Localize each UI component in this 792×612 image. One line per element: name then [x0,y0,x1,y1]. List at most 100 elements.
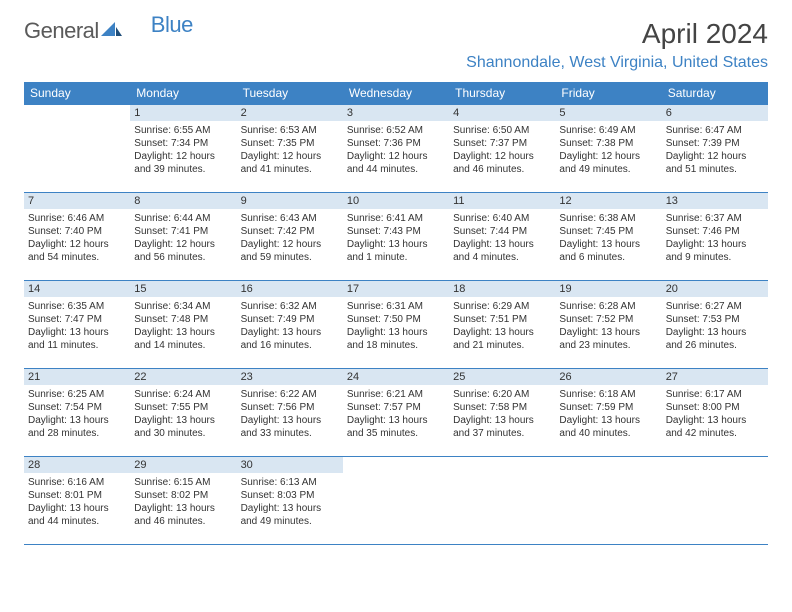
day-info-line: and 14 minutes. [134,339,232,352]
week-row: 21Sunrise: 6:25 AMSunset: 7:54 PMDayligh… [24,369,768,457]
day-info-line: Sunrise: 6:18 AM [559,388,657,401]
day-info-line: Daylight: 13 hours [241,502,339,515]
day-info-line: Sunset: 7:46 PM [666,225,764,238]
day-header: Tuesday [237,82,343,105]
day-number: 3 [343,105,449,121]
day-info-line: and 6 minutes. [559,251,657,264]
day-info-line: Daylight: 12 hours [241,238,339,251]
day-number: 6 [662,105,768,121]
day-info-line: Sunset: 7:59 PM [559,401,657,414]
day-cell [662,457,768,545]
day-cell: 26Sunrise: 6:18 AMSunset: 7:59 PMDayligh… [555,369,661,457]
day-info-line: Sunrise: 6:16 AM [28,476,126,489]
day-info-line: Sunset: 7:44 PM [453,225,551,238]
day-info-line: Sunset: 7:54 PM [28,401,126,414]
day-info-line: and 59 minutes. [241,251,339,264]
month-title: April 2024 [466,18,768,50]
day-cell: 4Sunrise: 6:50 AMSunset: 7:37 PMDaylight… [449,105,555,193]
day-info-line: Daylight: 13 hours [28,502,126,515]
day-cell [555,457,661,545]
day-cell: 6Sunrise: 6:47 AMSunset: 7:39 PMDaylight… [662,105,768,193]
day-number: 10 [343,193,449,209]
day-info-line: and 9 minutes. [666,251,764,264]
day-info-line: Daylight: 13 hours [559,414,657,427]
day-info-line: Daylight: 12 hours [347,150,445,163]
day-header: Wednesday [343,82,449,105]
day-cell: 5Sunrise: 6:49 AMSunset: 7:38 PMDaylight… [555,105,661,193]
day-number: 17 [343,281,449,297]
day-number: 24 [343,369,449,385]
day-number: 4 [449,105,555,121]
day-info-line: Sunset: 7:55 PM [134,401,232,414]
day-info-line: Sunrise: 6:32 AM [241,300,339,313]
day-info-line: Sunrise: 6:38 AM [559,212,657,225]
day-cell: 19Sunrise: 6:28 AMSunset: 7:52 PMDayligh… [555,281,661,369]
day-info-line: and 42 minutes. [666,427,764,440]
day-cell [449,457,555,545]
day-info-line: and 54 minutes. [28,251,126,264]
day-info-line: Sunset: 7:43 PM [347,225,445,238]
day-info-line: Sunrise: 6:41 AM [347,212,445,225]
day-cell: 13Sunrise: 6:37 AMSunset: 7:46 PMDayligh… [662,193,768,281]
day-info-line: Sunset: 7:35 PM [241,137,339,150]
day-info-line: Sunrise: 6:31 AM [347,300,445,313]
day-info-line: Daylight: 13 hours [241,414,339,427]
day-info-line: Daylight: 13 hours [134,502,232,515]
day-info-line: Sunset: 7:45 PM [559,225,657,238]
day-info-line: Sunrise: 6:25 AM [28,388,126,401]
day-cell: 16Sunrise: 6:32 AMSunset: 7:49 PMDayligh… [237,281,343,369]
day-info-line: Daylight: 13 hours [28,414,126,427]
day-info-line: Sunset: 8:01 PM [28,489,126,502]
day-info-line: and 21 minutes. [453,339,551,352]
day-info-line: and 49 minutes. [559,163,657,176]
day-number: 2 [237,105,343,121]
header: General Blue April 2024 Shannondale, Wes… [24,18,768,72]
day-info-line: Sunrise: 6:20 AM [453,388,551,401]
logo-text-general: General [24,18,99,44]
day-info-line: Daylight: 13 hours [347,414,445,427]
day-number: 20 [662,281,768,297]
day-cell: 15Sunrise: 6:34 AMSunset: 7:48 PMDayligh… [130,281,236,369]
day-cell: 17Sunrise: 6:31 AMSunset: 7:50 PMDayligh… [343,281,449,369]
day-header: Friday [555,82,661,105]
day-info-line: Sunset: 7:56 PM [241,401,339,414]
day-info-line: and 26 minutes. [666,339,764,352]
day-cell: 29Sunrise: 6:15 AMSunset: 8:02 PMDayligh… [130,457,236,545]
day-info-line: Sunset: 8:03 PM [241,489,339,502]
calendar-table: Sunday Monday Tuesday Wednesday Thursday… [24,82,768,545]
calendar-body: 1Sunrise: 6:55 AMSunset: 7:34 PMDaylight… [24,105,768,545]
day-number: 16 [237,281,343,297]
day-info-line: Sunrise: 6:53 AM [241,124,339,137]
day-cell: 7Sunrise: 6:46 AMSunset: 7:40 PMDaylight… [24,193,130,281]
day-info-line: Sunrise: 6:35 AM [28,300,126,313]
day-info-line: Sunrise: 6:13 AM [241,476,339,489]
day-info-line: and 46 minutes. [134,515,232,528]
logo-text-blue: Blue [151,12,193,38]
day-info-line: Sunset: 7:34 PM [134,137,232,150]
day-header: Saturday [662,82,768,105]
day-info-line: Daylight: 13 hours [453,414,551,427]
day-number: 30 [237,457,343,473]
day-header: Sunday [24,82,130,105]
day-number: 21 [24,369,130,385]
day-info-line: and 39 minutes. [134,163,232,176]
day-number: 1 [130,105,236,121]
day-info-line: and 18 minutes. [347,339,445,352]
day-info-line: Sunrise: 6:52 AM [347,124,445,137]
day-cell [343,457,449,545]
day-cell: 20Sunrise: 6:27 AMSunset: 7:53 PMDayligh… [662,281,768,369]
day-info-line: Daylight: 13 hours [28,326,126,339]
day-info-line: Sunset: 7:51 PM [453,313,551,326]
week-row: 14Sunrise: 6:35 AMSunset: 7:47 PMDayligh… [24,281,768,369]
day-info-line: Sunset: 8:00 PM [666,401,764,414]
day-cell: 21 Sunrise: 6:25 AMSunset: 7:54 PMDayligh… [24,369,130,457]
day-info-line: and 46 minutes. [453,163,551,176]
day-cell [24,105,130,193]
day-info-line: Daylight: 13 hours [453,326,551,339]
day-info-line: and 23 minutes. [559,339,657,352]
day-number: 29 [130,457,236,473]
day-cell: 9Sunrise: 6:43 AMSunset: 7:42 PMDaylight… [237,193,343,281]
day-info-line: Sunrise: 6:47 AM [666,124,764,137]
day-number: 22 [130,369,236,385]
day-info-line: and 30 minutes. [134,427,232,440]
